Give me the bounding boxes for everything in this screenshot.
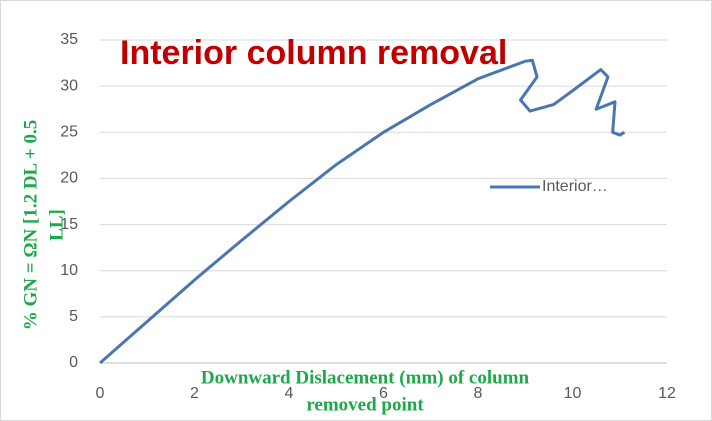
y-tick-label: 30 xyxy=(60,77,78,94)
x-tick-label: 0 xyxy=(96,385,105,402)
x-tick-label: 6 xyxy=(379,385,388,402)
y-tick-label: 35 xyxy=(60,31,78,48)
y-tick-label: 25 xyxy=(60,124,78,141)
x-axis-label: Downward Dislacement (mm) of column xyxy=(201,367,530,388)
x-tick-label: 12 xyxy=(658,385,676,402)
y-tick-label: 0 xyxy=(69,354,78,371)
y-tick-label: 10 xyxy=(60,262,78,279)
x-tick-label: 2 xyxy=(190,385,199,402)
x-axis-label: removed point xyxy=(306,394,424,415)
x-tick-label: 4 xyxy=(285,385,294,402)
x-tick-label: 10 xyxy=(564,385,582,402)
y-tick-label: 5 xyxy=(69,308,78,325)
y-axis-label: LL] xyxy=(46,209,67,241)
y-axis-label: % GN = ΩN [1.2 DL + 0.5 xyxy=(20,120,41,331)
x-tick-label: 8 xyxy=(474,385,483,402)
series-line xyxy=(99,58,626,365)
y-tick-label: 20 xyxy=(60,170,78,187)
legend-label: Interior… xyxy=(542,178,608,195)
y-tick-label: 15 xyxy=(60,216,78,233)
chart-title: Interior column removal xyxy=(120,34,507,72)
